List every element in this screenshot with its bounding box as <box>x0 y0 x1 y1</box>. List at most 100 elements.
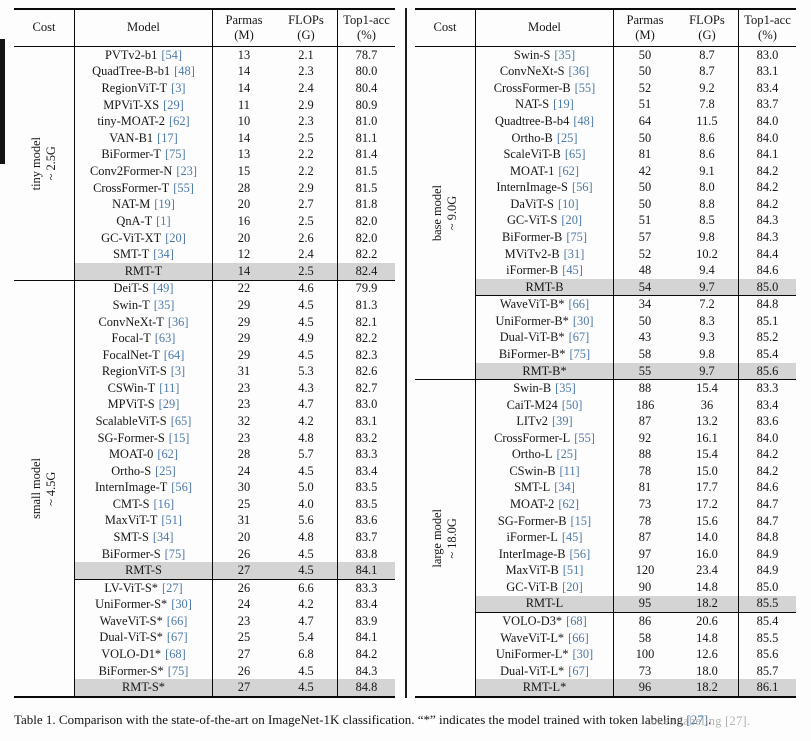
model-name: SMT-T <box>113 247 150 262</box>
params-cell: 88 <box>638 381 652 396</box>
model-name: DeiT-S <box>113 281 149 296</box>
table-row: SG-Former-B [15] 78 15.6 84.7 <box>476 512 796 530</box>
citation-link[interactable]: [34] <box>554 480 575 495</box>
citation-link[interactable]: [35] <box>555 381 576 396</box>
citation-link[interactable]: [48] <box>573 114 594 129</box>
citation-link[interactable]: [15] <box>570 513 592 528</box>
citation-link[interactable]: [11] <box>559 463 580 478</box>
params-cell: 32 <box>237 414 251 429</box>
citation-link[interactable]: [64] <box>163 347 185 362</box>
citation-link[interactable]: [19] <box>154 197 175 212</box>
citation-link[interactable]: [3] <box>170 364 186 379</box>
citation-link[interactable]: [48] <box>174 64 195 79</box>
citation-link[interactable]: [20] <box>561 213 583 228</box>
citation-link[interactable]: [68] <box>566 613 587 628</box>
citation-link[interactable]: [25] <box>155 463 176 478</box>
flops-cell: 18.0 <box>696 663 718 678</box>
params-cell: 78 <box>638 513 652 528</box>
citation-link[interactable]: [75] <box>566 229 587 244</box>
citation-link[interactable]: [35] <box>153 297 175 312</box>
citation-link[interactable]: [17] <box>157 130 178 145</box>
citation-link[interactable]: [75] <box>164 546 186 561</box>
citation-link[interactable]: [62] <box>169 114 190 129</box>
citation-link[interactable]: [39] <box>552 414 573 429</box>
citation-link[interactable]: [66] <box>166 613 188 628</box>
citation-link[interactable]: [62] <box>558 497 579 512</box>
citation-link[interactable]: [55] <box>574 80 596 95</box>
model-cell: ScalableViT-S [65] <box>75 413 213 430</box>
citation-link[interactable]: [67] <box>166 630 188 645</box>
citation-link[interactable]: [63] <box>154 331 176 346</box>
citation-link[interactable]: [75] <box>569 346 591 361</box>
params-cell: 14 <box>237 81 251 96</box>
citation-link[interactable]: [29] <box>163 97 184 112</box>
citation-link[interactable]: [67] <box>568 330 590 345</box>
citation-link[interactable]: [36] <box>167 314 189 329</box>
citation-link[interactable]: [66] <box>568 297 590 312</box>
citation-link[interactable]: [34] <box>152 530 174 545</box>
citation-link[interactable]: [3] <box>171 81 186 96</box>
citation-link[interactable]: [56] <box>569 546 591 561</box>
model-cell: CrossFormer-B [55] <box>476 80 614 97</box>
citation-link[interactable]: [51] <box>161 513 183 528</box>
citation-link[interactable]: [62] <box>558 163 579 178</box>
params-cell: 13 <box>237 47 251 62</box>
table-row: GC-ViT-S [20] 51 8.5 84.3 <box>476 212 796 230</box>
citation-link[interactable]: [68] <box>165 647 186 662</box>
citation-link[interactable]: [67] <box>568 663 589 678</box>
model-name: MPViT-XS <box>103 97 160 112</box>
model-cell: ConvNeXt-S [36] <box>476 63 614 81</box>
model-cell: QuadTree-B-b1 [48] <box>75 63 213 81</box>
citation-link[interactable]: [75] <box>167 663 189 678</box>
citation-link[interactable]: [25] <box>556 130 578 145</box>
flops-cell: 11.5 <box>696 114 718 129</box>
citation-link[interactable]: [45] <box>561 530 583 545</box>
table-row: ScalableViT-S [65] 32 4.2 83.1 <box>75 413 395 430</box>
citation-link[interactable]: [49] <box>152 281 174 296</box>
acc-cell: 80.0 <box>337 63 395 81</box>
citation-link[interactable]: [56] <box>171 480 192 495</box>
acc-cell: 85.5 <box>738 595 796 613</box>
citation-link[interactable]: [55] <box>173 180 194 195</box>
citation-link[interactable]: [34] <box>153 247 174 262</box>
citation-link[interactable]: [16] <box>153 496 175 511</box>
params-cell: 186 <box>635 397 655 412</box>
col-header-flops-line: FLOPs <box>288 12 324 27</box>
acc-cell: 83.6 <box>738 413 796 430</box>
citation-link[interactable]: [19] <box>553 97 574 112</box>
citation-link[interactable]: [20] <box>562 579 583 594</box>
citation-link[interactable]: [11] <box>159 380 180 395</box>
caption-citation-link[interactable]: [27] <box>686 712 709 727</box>
citation-link[interactable]: [54] <box>161 47 182 62</box>
citation-link[interactable]: [30] <box>171 597 192 612</box>
citation-link[interactable]: [65] <box>170 414 192 429</box>
citation-link[interactable]: [36] <box>568 64 590 79</box>
citation-link[interactable]: [62] <box>157 447 178 462</box>
model-cell: Ortho-S [25] <box>75 462 213 480</box>
citation-link[interactable]: [66] <box>568 630 589 645</box>
citation-link[interactable]: [56] <box>571 180 593 195</box>
citation-link[interactable]: [31] <box>563 246 585 261</box>
citation-link[interactable]: [51] <box>562 563 584 578</box>
citation-link[interactable]: [10] <box>557 196 579 211</box>
citation-link[interactable]: [45] <box>562 263 583 278</box>
citation-link[interactable]: [25] <box>556 447 578 462</box>
col-header-params: Parmas (M) <box>614 10 676 46</box>
citation-link[interactable]: [65] <box>564 147 586 162</box>
citation-link[interactable]: [55] <box>574 430 595 445</box>
citation-link[interactable]: [30] <box>572 313 594 328</box>
citation-link[interactable]: [1] <box>156 213 171 228</box>
model-cell: MOAT-0 [62] <box>75 446 213 463</box>
citation-link[interactable]: [75] <box>164 147 186 162</box>
citation-link[interactable]: [20] <box>165 230 186 245</box>
citation-link[interactable]: [50] <box>561 397 583 412</box>
citation-link[interactable]: [23] <box>176 164 197 179</box>
citation-link[interactable]: [27] <box>162 580 183 595</box>
citation-link[interactable]: [15] <box>168 430 190 445</box>
acc-cell: 84.3 <box>738 212 796 230</box>
citation-link[interactable]: [35] <box>554 47 576 62</box>
model-cell: MViTv2-B [31] <box>476 245 614 263</box>
citation-link[interactable]: [30] <box>572 647 594 662</box>
params-cell: 120 <box>635 563 655 578</box>
citation-link[interactable]: [29] <box>158 397 180 412</box>
